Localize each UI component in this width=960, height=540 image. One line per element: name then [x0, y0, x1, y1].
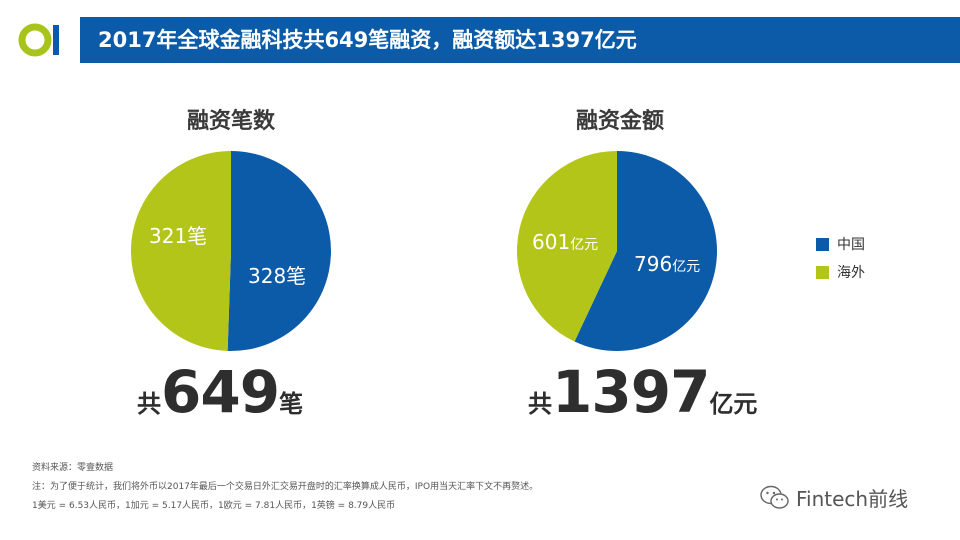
slice-value-china-amount: 796: [634, 252, 673, 276]
legend-label-overseas: 海外: [837, 265, 865, 281]
total-amount-suffix: 亿元: [709, 390, 758, 418]
slice-label-overseas-count: 321笔: [149, 224, 208, 248]
total-amount: 共1397亿元: [528, 358, 757, 426]
legend-item-overseas: 海外: [816, 258, 865, 286]
title-bar: 2017年全球金融科技共649笔融资，融资额达1397亿元: [80, 17, 960, 63]
pie-title-count: 融资笔数: [186, 109, 275, 134]
brand-watermark: Fintech前线: [760, 483, 908, 512]
total-count-suffix: 笔: [279, 390, 304, 418]
total-amount-value: 1397: [552, 358, 710, 426]
slice-label-china-amount: 796亿元: [634, 252, 700, 276]
source-note: 资料来源：零壹数据: [32, 463, 114, 473]
slice-label-china-count: 328笔: [248, 264, 307, 288]
legend-label-china: 中国: [837, 237, 865, 253]
total-count: 共649笔: [137, 358, 303, 426]
pie-slice-overseas-amount: [517, 151, 617, 342]
slice-value-overseas-amount: 601: [532, 230, 571, 254]
pie-chart-count: [131, 151, 332, 351]
total-count-value: 649: [161, 358, 280, 426]
wechat-icon: [760, 485, 789, 509]
brand-name: Fintech前线: [796, 487, 909, 511]
footnotes: 资料来源：零壹数据 注：为了便于统计，我们将外币以2017年最后一个交易日外汇交…: [32, 459, 538, 516]
pie-title-amount: 融资金额: [575, 109, 664, 134]
pie-slice-china-amount: [574, 151, 717, 351]
legend-item-china: 中国: [816, 230, 865, 258]
header-bar: 2017年全球金融科技共649笔融资，融资额达1397亿元: [0, 17, 960, 63]
pie-slice-overseas-count: [131, 151, 231, 351]
pie-chart-amount: [517, 151, 717, 351]
pie-slice-china-count: [227, 151, 332, 351]
legend: 中国 海外: [816, 230, 865, 286]
legend-swatch-overseas: [816, 265, 829, 279]
slice-label-overseas-amount: 601亿元: [532, 230, 598, 254]
page-title: 2017年全球金融科技共649笔融资，融资额达1397亿元: [98, 28, 637, 52]
total-count-prefix: 共: [137, 390, 161, 418]
slice-unit-overseas-amount: 亿元: [570, 237, 599, 253]
total-amount-prefix: 共: [528, 390, 552, 418]
exchange-rate-note: 1美元 = 6.53人民币，1加元 = 5.17人民币，1欧元 = 7.81人民…: [32, 501, 396, 511]
legend-swatch-china: [816, 237, 829, 251]
logo-icon: [18, 23, 59, 57]
currency-note: 注：为了便于统计，我们将外币以2017年最后一个交易日外汇交易开盘时的汇率换算成…: [32, 482, 539, 492]
slice-unit-china-amount: 亿元: [672, 259, 701, 275]
